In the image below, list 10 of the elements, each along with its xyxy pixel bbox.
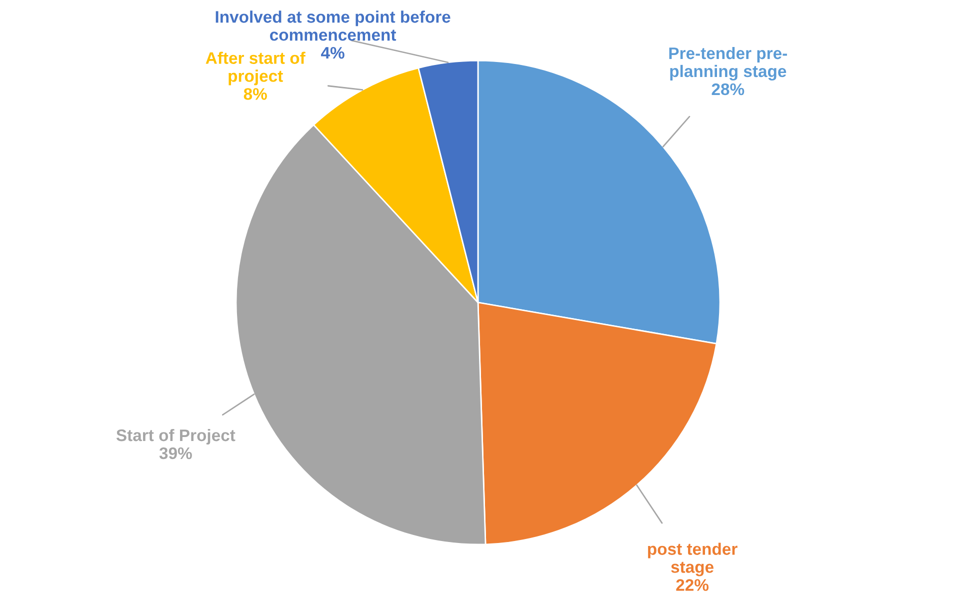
slice-label: post tender stage — [648, 542, 738, 576]
data-label: 28% — [712, 83, 744, 96]
slice-label: Pre-tender pre- planning stage — [669, 46, 787, 81]
slice-label: Start of Project — [116, 428, 236, 444]
data-label: 39% — [159, 447, 192, 460]
data-label: 22% — [676, 579, 709, 591]
data-label: 8% — [244, 88, 267, 100]
slice-label: Involved at some point before commencement — [216, 10, 450, 41]
slice-label: After start of project — [206, 52, 306, 86]
data-label: 4% — [321, 46, 344, 59]
